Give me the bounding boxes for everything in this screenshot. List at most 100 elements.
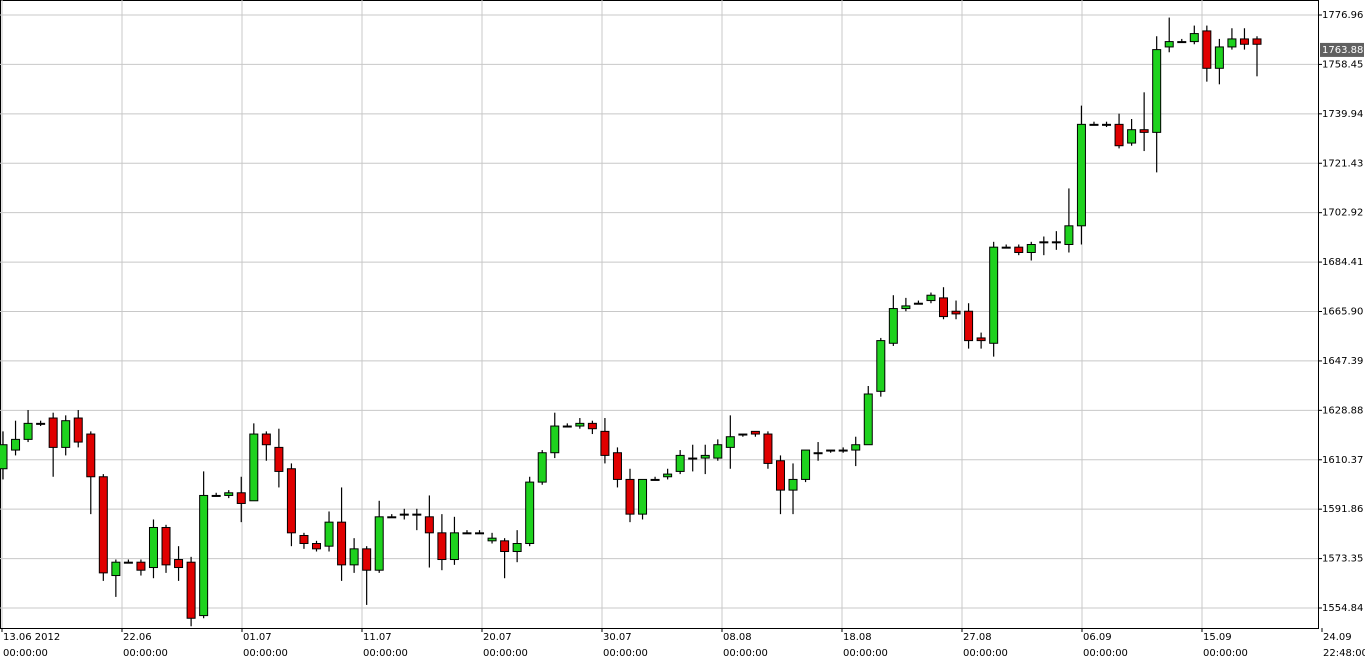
candle-body [387, 516, 397, 519]
candle-body [261, 433, 271, 446]
candle-body [1152, 49, 1162, 133]
candle-body [312, 543, 321, 550]
candle-body [136, 561, 146, 571]
candle-body [1214, 46, 1224, 69]
x-tick-label: 11.07 [363, 632, 392, 643]
x-tick-time: 00:00:00 [363, 648, 408, 659]
candle-body [612, 452, 622, 480]
x-tick-label: 08.08 [723, 632, 752, 643]
candle-body [600, 430, 610, 456]
y-tick-label: 1776.96 [1322, 10, 1363, 21]
candle-body [161, 526, 171, 566]
y-tick-label: 1591.86 [1322, 504, 1363, 515]
candle-body [98, 476, 108, 574]
candle-body [788, 478, 798, 491]
candle-body [362, 548, 372, 571]
candle-body [851, 444, 861, 451]
candle-body [23, 422, 33, 440]
candle-body [1114, 123, 1124, 147]
y-tick-label: 1702.92 [1322, 208, 1363, 219]
last-price-label: 1763.88 [1322, 45, 1363, 56]
candle-body [813, 452, 823, 455]
candle-body [688, 457, 698, 460]
candle-body [0, 444, 8, 470]
x-tick-label: 20.07 [483, 632, 512, 643]
candle-body [412, 513, 422, 516]
x-tick-time: 22:48:00 [1323, 648, 1365, 659]
candle-body [713, 444, 723, 459]
y-tick-label: 1628.88 [1322, 405, 1363, 416]
y-tick-label: 1610.37 [1322, 455, 1363, 466]
y-tick-label: 1665.90 [1322, 307, 1363, 318]
candle-body [211, 494, 221, 497]
candle-body [399, 513, 409, 516]
candle-body [199, 494, 209, 617]
candle-body [951, 310, 961, 315]
candle-body [763, 433, 773, 464]
candle-body [675, 454, 685, 472]
x-tick-time: 00:00:00 [843, 648, 888, 659]
x-tick-time: 00:00:00 [1203, 648, 1248, 659]
candle-body [537, 452, 547, 483]
candle-body [562, 425, 572, 428]
candle-body [61, 420, 71, 448]
candle-body [462, 532, 472, 535]
candle-body [449, 532, 459, 561]
plot-frame [0, 0, 1319, 629]
candle-body [299, 534, 309, 545]
candle-body [913, 302, 923, 305]
x-tick-label: 01.07 [243, 632, 272, 643]
candle-body [286, 468, 296, 534]
candle-body [838, 449, 848, 452]
candle-body [876, 340, 886, 392]
candle-body [186, 561, 196, 619]
candle-body [964, 310, 974, 342]
candle-body [73, 417, 83, 443]
x-tick-time: 00:00:00 [723, 648, 768, 659]
candle-body [174, 559, 184, 569]
candle-body [901, 305, 911, 310]
y-tick-label: 1684.41 [1322, 257, 1363, 268]
x-tick-label: 30.07 [603, 632, 632, 643]
candle-body [475, 532, 485, 535]
candle-body [939, 297, 948, 318]
y-tick-label: 1721.43 [1322, 158, 1363, 169]
candle-body [863, 393, 873, 446]
candle-body [424, 516, 434, 534]
candle-body [1239, 38, 1249, 45]
candle-body [224, 492, 234, 496]
candle-body [1089, 123, 1099, 126]
candle-body [111, 561, 121, 577]
candle-body [826, 449, 836, 452]
candle-body [550, 425, 560, 454]
candle-body [1076, 123, 1086, 227]
x-tick-label: 27.08 [963, 632, 992, 643]
candle-body [500, 540, 510, 553]
candle-body [48, 417, 58, 448]
candle-body [36, 422, 46, 425]
candle-body [663, 473, 673, 478]
x-tick-label: 15.09 [1203, 632, 1232, 643]
candle-body [989, 246, 999, 344]
candle-body [587, 422, 597, 430]
x-tick-label: 24.09 [1323, 632, 1352, 643]
candle-body [1139, 129, 1149, 133]
candle-body [374, 516, 384, 571]
candle-body [1127, 129, 1137, 144]
candle-body [487, 537, 497, 542]
candle-body [1252, 38, 1262, 45]
candle-body [1202, 30, 1212, 69]
candle-body [888, 308, 898, 344]
candle-body [1014, 246, 1024, 254]
candle-body [801, 449, 811, 480]
y-tick-label: 1758.45 [1322, 59, 1363, 70]
candle-body [750, 430, 760, 435]
x-tick-time: 00:00:00 [603, 648, 648, 659]
candle-body [650, 478, 660, 481]
candle-body [1064, 225, 1074, 245]
last-price-box [1320, 42, 1364, 57]
y-tick-label: 1739.94 [1322, 109, 1363, 120]
candle-body [86, 433, 96, 478]
